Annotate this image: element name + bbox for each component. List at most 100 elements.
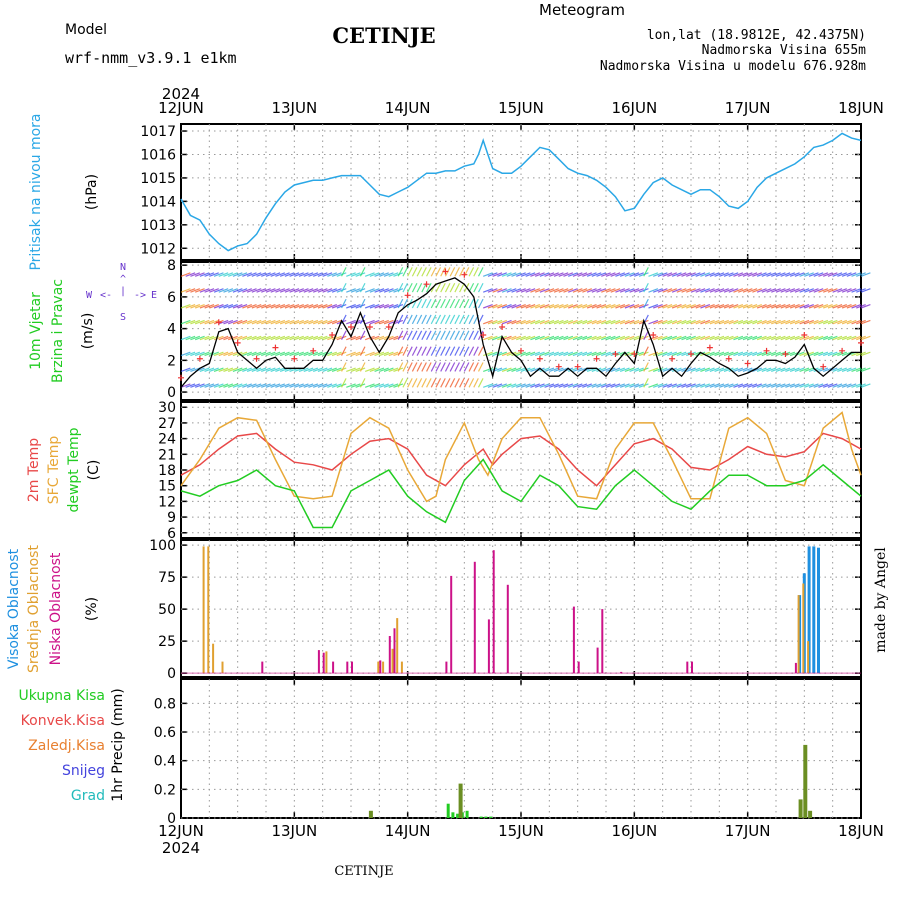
wind-barb [572, 351, 583, 357]
wind-barb [303, 319, 314, 325]
wind-barb [435, 330, 442, 340]
wind-barb [582, 383, 592, 388]
wind-barb [605, 288, 616, 293]
wind-barb [846, 319, 857, 325]
wind-barb [676, 335, 687, 341]
wind-barb [331, 272, 342, 277]
model-altitude-text: Nadmorska Visina u modelu 676.928m [600, 59, 866, 74]
wind-barb [690, 304, 701, 309]
wind-barb [449, 346, 456, 356]
wind-barb [383, 319, 394, 325]
temperature-ytick-label: 27 [158, 416, 176, 432]
clouds-bar [261, 661, 264, 674]
wind-barb [185, 288, 196, 293]
wind-gust-marker [272, 344, 279, 351]
wind-gust-marker [461, 271, 468, 278]
wind-barb [690, 288, 701, 293]
wind-barb [756, 304, 767, 309]
wind-barb [435, 282, 442, 293]
wind-barb [808, 272, 819, 277]
wind-barb [752, 383, 762, 388]
date-label-bottom: 18JUN [838, 822, 884, 840]
wind-barb [813, 272, 824, 277]
wind-barb [832, 272, 843, 277]
wind-barb [818, 383, 829, 388]
wind-barb [823, 288, 833, 293]
wind-barb [459, 282, 465, 293]
wind-barb [638, 383, 649, 388]
wind-barb [544, 288, 555, 293]
wind-barb [534, 383, 545, 388]
clouds-bar [807, 641, 810, 674]
wind-barb [209, 367, 219, 373]
wind-barb [667, 351, 677, 357]
temperature-ytick-label: 18 [158, 463, 176, 479]
wind-barb [700, 319, 711, 325]
wind-barb [228, 288, 238, 293]
wind-barb [228, 351, 238, 357]
wind-barb [463, 362, 470, 372]
wind-barb [256, 288, 267, 293]
wind-barb [232, 383, 243, 388]
wind-barb [601, 351, 611, 357]
wind-barb [294, 288, 304, 293]
wind-barb [223, 272, 234, 277]
wind-barb [657, 272, 668, 277]
wind-barb [251, 351, 262, 357]
wind-gust-marker [858, 339, 864, 346]
wind-barb [492, 335, 503, 341]
wind-gust-marker [253, 355, 260, 362]
wind-barb [284, 383, 295, 388]
wind-barb [823, 272, 833, 277]
wind-barb [426, 314, 432, 325]
wind-barb [346, 304, 356, 309]
wind-barb [837, 351, 847, 357]
wind-barb [199, 383, 210, 388]
wind-barb [270, 304, 281, 309]
meteogram-label: Meteogram [539, 1, 625, 19]
wind-gust-marker [480, 331, 487, 338]
wind-barb [261, 335, 271, 341]
model-name: wrf-nmm_v3.9.1 e1km [65, 49, 237, 67]
wind-barb [851, 335, 862, 341]
wind-barb [346, 272, 356, 277]
wind-gust-marker [423, 281, 430, 288]
wind-barb [416, 267, 423, 277]
wind-key-up: ^ [120, 274, 126, 285]
wind-barb [761, 351, 772, 357]
wind-barb [265, 383, 276, 388]
wind-barb [690, 319, 701, 325]
wind-barb [719, 335, 729, 341]
wind-barb [530, 367, 541, 373]
wind-barb [516, 319, 526, 325]
wind-barb [327, 304, 337, 309]
wind-barb [775, 383, 786, 388]
wind-barb [459, 330, 465, 340]
clouds-bar [691, 661, 693, 674]
wind-barb [775, 351, 786, 357]
wind-barb [497, 272, 507, 277]
wind-barb [662, 351, 673, 357]
wind-barb [246, 335, 257, 341]
wind-barb [653, 351, 663, 357]
wind-barb [681, 351, 692, 357]
wind-barb [242, 272, 252, 277]
wind-barb [624, 335, 635, 341]
wind-barb [435, 362, 442, 372]
wind-barb [204, 367, 215, 373]
wind-barb [841, 272, 852, 277]
wind-barb [856, 288, 866, 293]
wind-barb [525, 335, 536, 341]
clouds-ytick-label: 0 [167, 666, 176, 682]
wind-barb [516, 351, 526, 357]
wind-barb [780, 335, 791, 341]
wind-barb [520, 272, 531, 277]
wind-barb [341, 267, 347, 277]
temp-ylabel: SFC Temp [46, 436, 62, 505]
wind-barb [738, 288, 748, 293]
wind-barb [516, 367, 526, 373]
wind-barb [761, 288, 772, 293]
wind-barb [364, 272, 375, 277]
wind-barb [638, 335, 649, 341]
